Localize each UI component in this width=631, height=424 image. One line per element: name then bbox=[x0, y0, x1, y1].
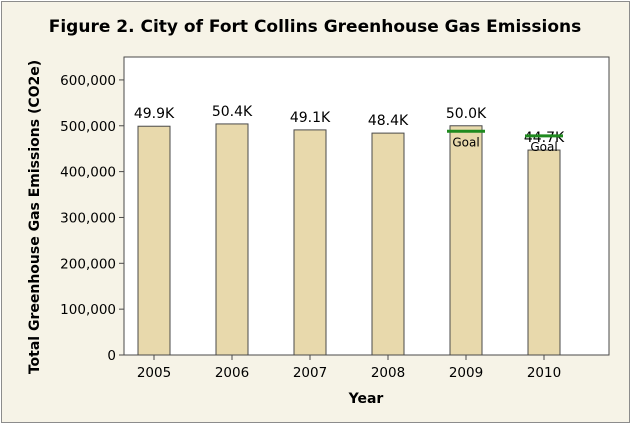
data-label-2008: 48.4K bbox=[368, 113, 409, 129]
x-tick-label: 2007 bbox=[293, 365, 327, 381]
bar-2005 bbox=[137, 125, 171, 356]
y-tick-label: 0 bbox=[107, 348, 116, 364]
chart-title: Figure 2. City of Fort Collins Greenhous… bbox=[49, 17, 582, 37]
bar-2006 bbox=[215, 123, 249, 356]
y-tick-label: 600,000 bbox=[60, 73, 116, 89]
y-axis-title: Total Greenhouse Gas Emissions (CO2e) bbox=[27, 60, 43, 374]
bar-2009 bbox=[449, 125, 483, 356]
x-axis-title: Year bbox=[348, 391, 384, 407]
y-tick-label: 500,000 bbox=[60, 119, 116, 135]
data-label-2009: 50.0K bbox=[446, 106, 487, 122]
x-tick-label: 2008 bbox=[371, 365, 405, 381]
x-axis: 2005 2006 2007 2008 2009 2010 bbox=[137, 355, 561, 381]
data-label-2007: 49.1K bbox=[290, 110, 331, 126]
x-tick-label: 2009 bbox=[449, 365, 483, 381]
y-axis: 0 100,000 200,000 300,000 400,000 500,000 600,… bbox=[60, 73, 124, 364]
goal-label-2010: Goal bbox=[530, 140, 557, 154]
bar-2010 bbox=[527, 149, 561, 356]
y-tick-label: 400,000 bbox=[60, 165, 116, 181]
bar-2007 bbox=[293, 129, 327, 356]
y-tick-label: 300,000 bbox=[60, 210, 116, 226]
y-tick-label: 200,000 bbox=[60, 256, 116, 272]
goal-label-2009: Goal bbox=[452, 135, 479, 149]
data-label-2010: 44.7K bbox=[524, 130, 565, 146]
x-tick-label: 2010 bbox=[527, 365, 561, 381]
bar-2008 bbox=[371, 132, 405, 356]
x-tick-label: 2005 bbox=[137, 365, 171, 381]
data-label-2005: 49.9K bbox=[134, 106, 175, 122]
data-label-2006: 50.4K bbox=[212, 104, 253, 120]
x-tick-label: 2006 bbox=[215, 365, 249, 381]
y-tick-label: 100,000 bbox=[60, 302, 116, 318]
